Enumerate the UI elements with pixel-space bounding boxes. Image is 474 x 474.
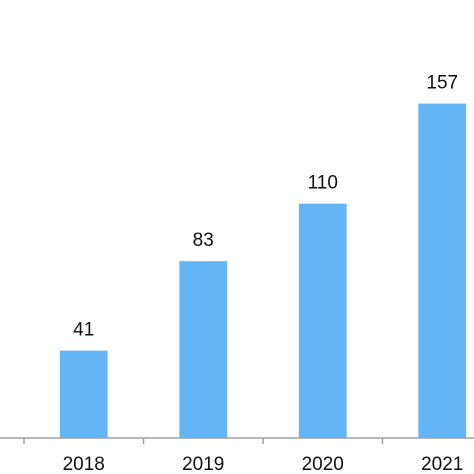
value-label: 110	[308, 173, 338, 194]
x-tick-label: 2018	[63, 454, 105, 474]
value-label: 157	[426, 73, 458, 94]
x-tick-label: 2019	[182, 454, 224, 474]
bar	[418, 103, 467, 438]
value-label: 41	[73, 320, 94, 341]
bar	[179, 261, 228, 438]
x-tick-label: 2020	[302, 454, 344, 474]
x-tick-label: 2021	[421, 454, 463, 474]
value-label: 83	[193, 230, 214, 251]
bar	[298, 203, 347, 438]
bar	[59, 350, 108, 438]
